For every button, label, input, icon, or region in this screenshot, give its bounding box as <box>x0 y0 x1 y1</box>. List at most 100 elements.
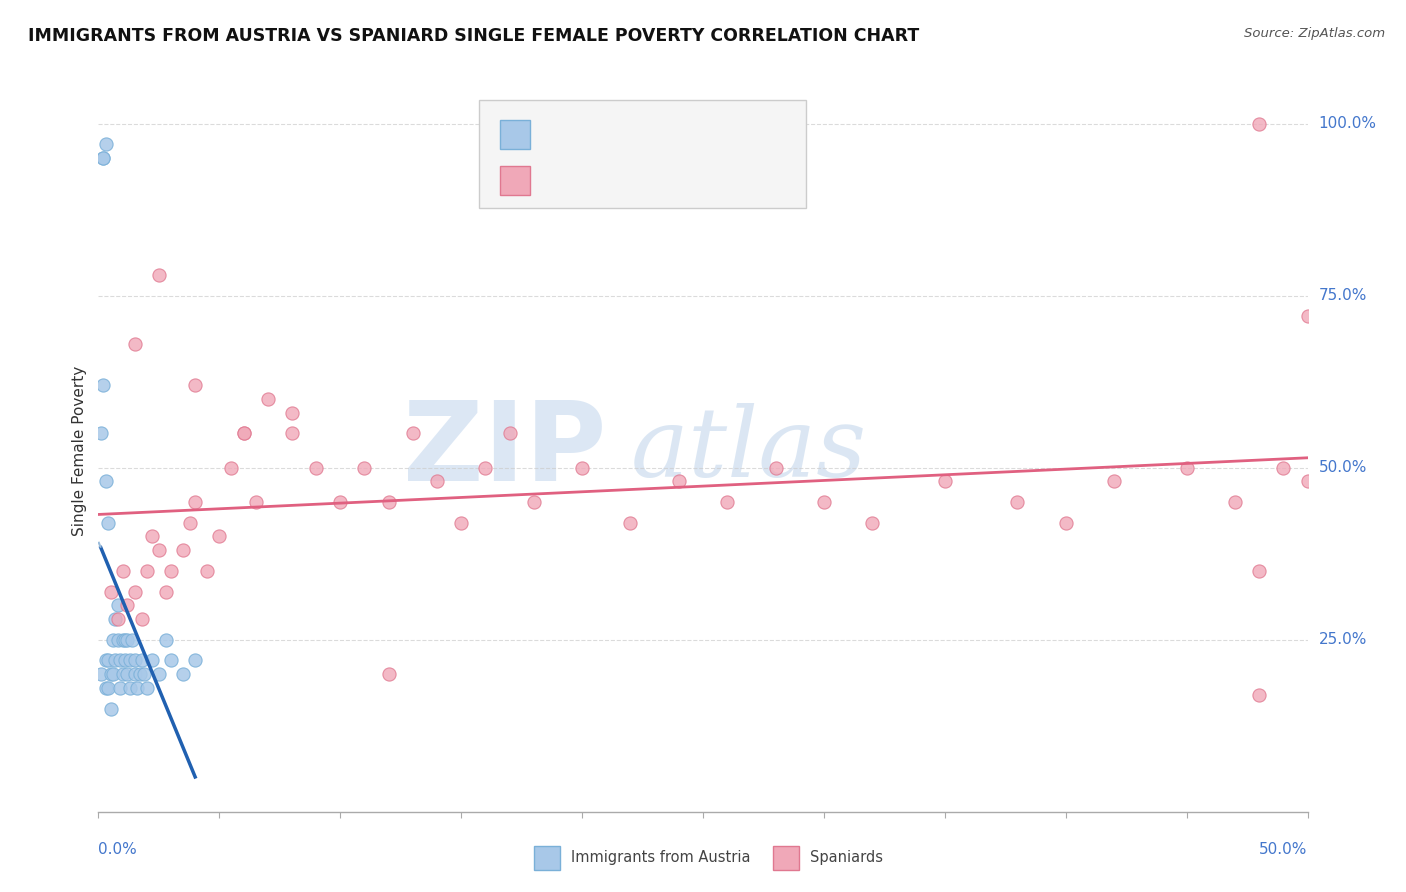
Point <box>716 495 738 509</box>
Point <box>117 599 139 613</box>
Point <box>1102 475 1125 489</box>
Point <box>221 460 243 475</box>
Point <box>1296 475 1319 489</box>
Text: 0.0%: 0.0% <box>98 842 138 857</box>
Point <box>281 406 304 420</box>
Text: R =  0.270   N = 53: R = 0.270 N = 53 <box>544 171 751 189</box>
Point <box>90 667 112 681</box>
Point <box>135 681 157 695</box>
Point <box>91 378 114 392</box>
Point <box>90 426 112 441</box>
Point <box>172 543 194 558</box>
Point <box>124 667 146 681</box>
Point <box>101 667 124 681</box>
Point <box>450 516 472 530</box>
Point <box>1175 460 1198 475</box>
Point <box>184 495 207 509</box>
Point <box>131 653 153 667</box>
Point <box>523 495 546 509</box>
Point <box>94 653 117 667</box>
Text: 100.0%: 100.0% <box>1319 116 1376 131</box>
Point <box>1249 688 1271 702</box>
Point <box>148 667 170 681</box>
Text: atlas: atlas <box>630 403 866 498</box>
Text: 25.0%: 25.0% <box>1319 632 1367 648</box>
FancyBboxPatch shape <box>479 100 806 209</box>
Point <box>256 392 278 406</box>
Point <box>94 681 117 695</box>
Point <box>1223 495 1246 509</box>
Point <box>97 653 120 667</box>
Point <box>281 426 304 441</box>
Y-axis label: Single Female Poverty: Single Female Poverty <box>72 366 87 535</box>
Point <box>101 632 124 647</box>
Point <box>148 268 170 282</box>
Text: Spaniards: Spaniards <box>810 850 883 865</box>
Point <box>184 653 207 667</box>
Point <box>232 426 254 441</box>
Point <box>128 667 150 681</box>
Point <box>1296 310 1319 324</box>
Point <box>124 653 146 667</box>
Point <box>305 460 328 475</box>
Point <box>141 653 163 667</box>
Point <box>377 667 399 681</box>
Point <box>117 667 139 681</box>
Text: ZIP: ZIP <box>404 397 606 504</box>
Point <box>155 632 177 647</box>
Point <box>1249 564 1271 578</box>
Point <box>100 701 122 715</box>
Point <box>860 516 883 530</box>
Point <box>179 516 201 530</box>
FancyBboxPatch shape <box>501 166 530 194</box>
Point <box>124 336 146 351</box>
Point <box>107 632 129 647</box>
Text: 75.0%: 75.0% <box>1319 288 1367 303</box>
Point <box>134 667 156 681</box>
Point <box>107 599 129 613</box>
Point <box>195 564 218 578</box>
Point <box>127 681 149 695</box>
Point <box>104 653 127 667</box>
Point <box>668 475 690 489</box>
Point <box>121 632 143 647</box>
Point <box>100 667 122 681</box>
Point <box>111 632 134 647</box>
Point <box>94 475 117 489</box>
Point <box>571 460 593 475</box>
Point <box>108 681 131 695</box>
Point <box>114 653 136 667</box>
Point <box>245 495 267 509</box>
Point <box>498 426 520 441</box>
Point <box>232 426 254 441</box>
Point <box>100 584 122 599</box>
Point <box>91 151 114 165</box>
Point <box>108 653 131 667</box>
Point <box>426 475 449 489</box>
Point <box>111 564 134 578</box>
Text: R =  0.617   N = 44: R = 0.617 N = 44 <box>544 126 751 144</box>
Point <box>172 667 194 681</box>
Point <box>619 516 641 530</box>
Point <box>160 653 183 667</box>
Point <box>813 495 835 509</box>
Point <box>118 681 141 695</box>
Point <box>402 426 425 441</box>
Point <box>91 151 114 165</box>
Point <box>97 516 120 530</box>
Point <box>1007 495 1029 509</box>
Text: IMMIGRANTS FROM AUSTRIA VS SPANIARD SINGLE FEMALE POVERTY CORRELATION CHART: IMMIGRANTS FROM AUSTRIA VS SPANIARD SING… <box>28 27 920 45</box>
Point <box>474 460 496 475</box>
Point <box>97 681 120 695</box>
Text: Source: ZipAtlas.com: Source: ZipAtlas.com <box>1244 27 1385 40</box>
Point <box>104 612 127 626</box>
Point <box>353 460 375 475</box>
Point <box>114 632 136 647</box>
Point <box>118 653 141 667</box>
FancyBboxPatch shape <box>501 120 530 149</box>
Point <box>94 137 117 152</box>
Point <box>377 495 399 509</box>
Point <box>131 612 153 626</box>
Point <box>1054 516 1077 530</box>
Point <box>124 584 146 599</box>
